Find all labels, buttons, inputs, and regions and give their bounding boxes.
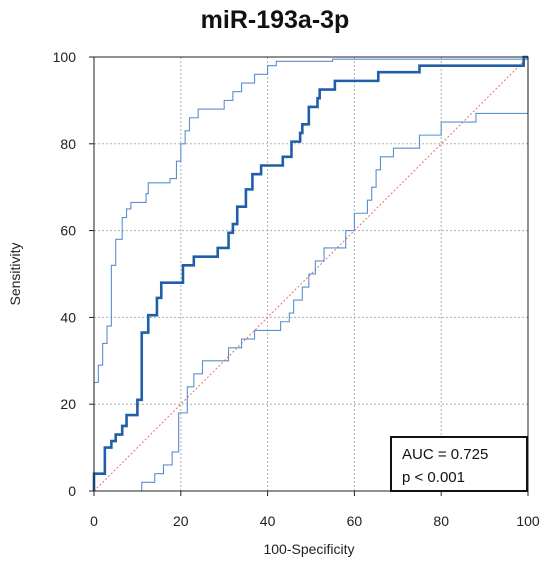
- auc-value: AUC = 0.725: [402, 446, 488, 463]
- y-tick-label: 20: [60, 396, 76, 412]
- x-tick-label: 20: [173, 513, 189, 529]
- x-tick-label: 100: [516, 513, 540, 529]
- x-axis-label: 100-Specificity: [263, 541, 354, 557]
- y-tick-label: 60: [60, 223, 76, 239]
- y-axis-label: Sensitivity: [7, 242, 23, 305]
- ci-upper-curve: [93, 57, 529, 491]
- p-value: p < 0.001: [402, 469, 465, 486]
- auc-annotation-box: AUC = 0.725 p < 0.001: [390, 436, 528, 492]
- y-tick-label: 40: [60, 309, 76, 325]
- roc-curve: [92, 55, 528, 491]
- y-tick-label: 80: [60, 136, 76, 152]
- x-tick-label: 60: [347, 513, 363, 529]
- plot-frame: [93, 56, 529, 492]
- y-tick-label: 0: [68, 483, 76, 499]
- x-tick-label: 40: [260, 513, 276, 529]
- chart-title: miR-193a-3p: [200, 6, 350, 34]
- x-tick-label: 0: [90, 513, 98, 529]
- x-tick-label: 80: [433, 513, 449, 529]
- y-axis-ticks: 0 20 40 60 80 100: [53, 49, 94, 499]
- x-axis-ticks: 0 20 40 60 80 100: [90, 491, 540, 529]
- ci-lower-curve: [94, 57, 529, 492]
- auc-annotation-frame: [390, 436, 528, 492]
- y-tick-label: 100: [53, 49, 77, 65]
